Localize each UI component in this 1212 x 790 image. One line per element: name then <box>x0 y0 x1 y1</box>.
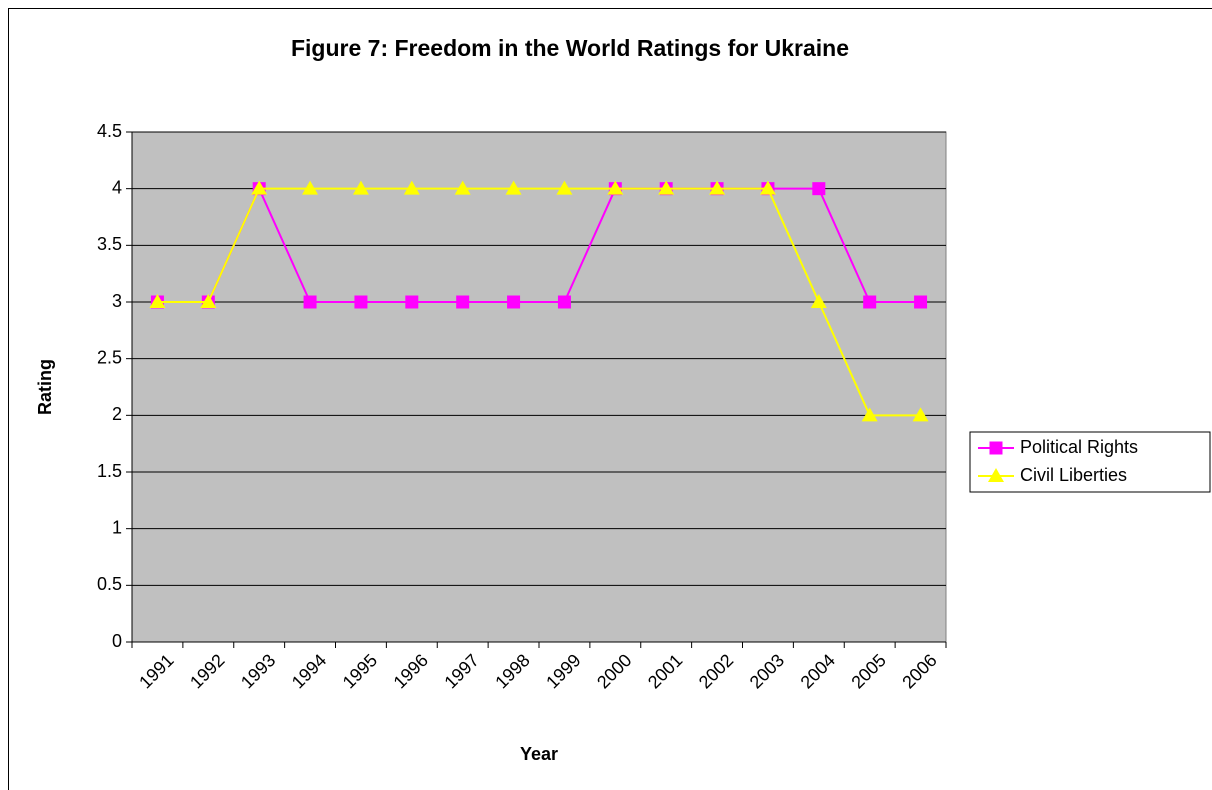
marker <box>863 295 877 309</box>
legend-label: Civil Liberties <box>1020 465 1127 485</box>
marker <box>251 180 268 195</box>
marker <box>200 294 217 308</box>
legend-label: Political Rights <box>1020 437 1138 457</box>
marker <box>607 180 624 195</box>
marker <box>507 295 521 309</box>
marker <box>302 180 319 195</box>
marker <box>759 180 776 195</box>
marker <box>505 180 522 195</box>
marker <box>861 407 878 422</box>
marker <box>454 180 471 195</box>
chart-title: Figure 7: Freedom in the World Ratings f… <box>291 35 849 61</box>
marker <box>912 407 929 422</box>
marker <box>556 180 573 195</box>
marker <box>405 295 419 309</box>
series-line <box>157 187 921 417</box>
marker <box>354 295 368 309</box>
marker <box>303 295 317 309</box>
y-tick-label: 3 <box>112 291 122 311</box>
y-tick-label: 2.5 <box>97 347 122 367</box>
plot-area <box>131 131 947 643</box>
marker <box>810 294 827 308</box>
legend-marker <box>988 468 1004 482</box>
x-axis-label: Year <box>520 744 558 764</box>
y-tick-label: 1 <box>112 517 122 537</box>
marker <box>456 295 470 309</box>
y-tick-label: 2 <box>112 404 122 424</box>
marker <box>149 294 166 308</box>
y-tick-label: 4 <box>112 177 122 197</box>
y-tick-label: 1.5 <box>97 461 122 481</box>
marker <box>557 295 571 309</box>
y-tick-label: 0.5 <box>97 574 122 594</box>
y-tick-label: 4.5 <box>97 121 122 141</box>
y-axis-label: Rating <box>35 359 55 415</box>
marker <box>812 182 826 196</box>
legend-box <box>969 431 1211 493</box>
marker <box>709 180 726 195</box>
marker <box>403 180 420 195</box>
marker <box>914 295 928 309</box>
marker <box>352 180 369 195</box>
marker <box>658 180 675 195</box>
y-tick-label: 3.5 <box>97 234 122 254</box>
legend-marker <box>989 441 1003 455</box>
series-line <box>157 186 921 303</box>
y-tick-label: 0 <box>112 631 122 651</box>
